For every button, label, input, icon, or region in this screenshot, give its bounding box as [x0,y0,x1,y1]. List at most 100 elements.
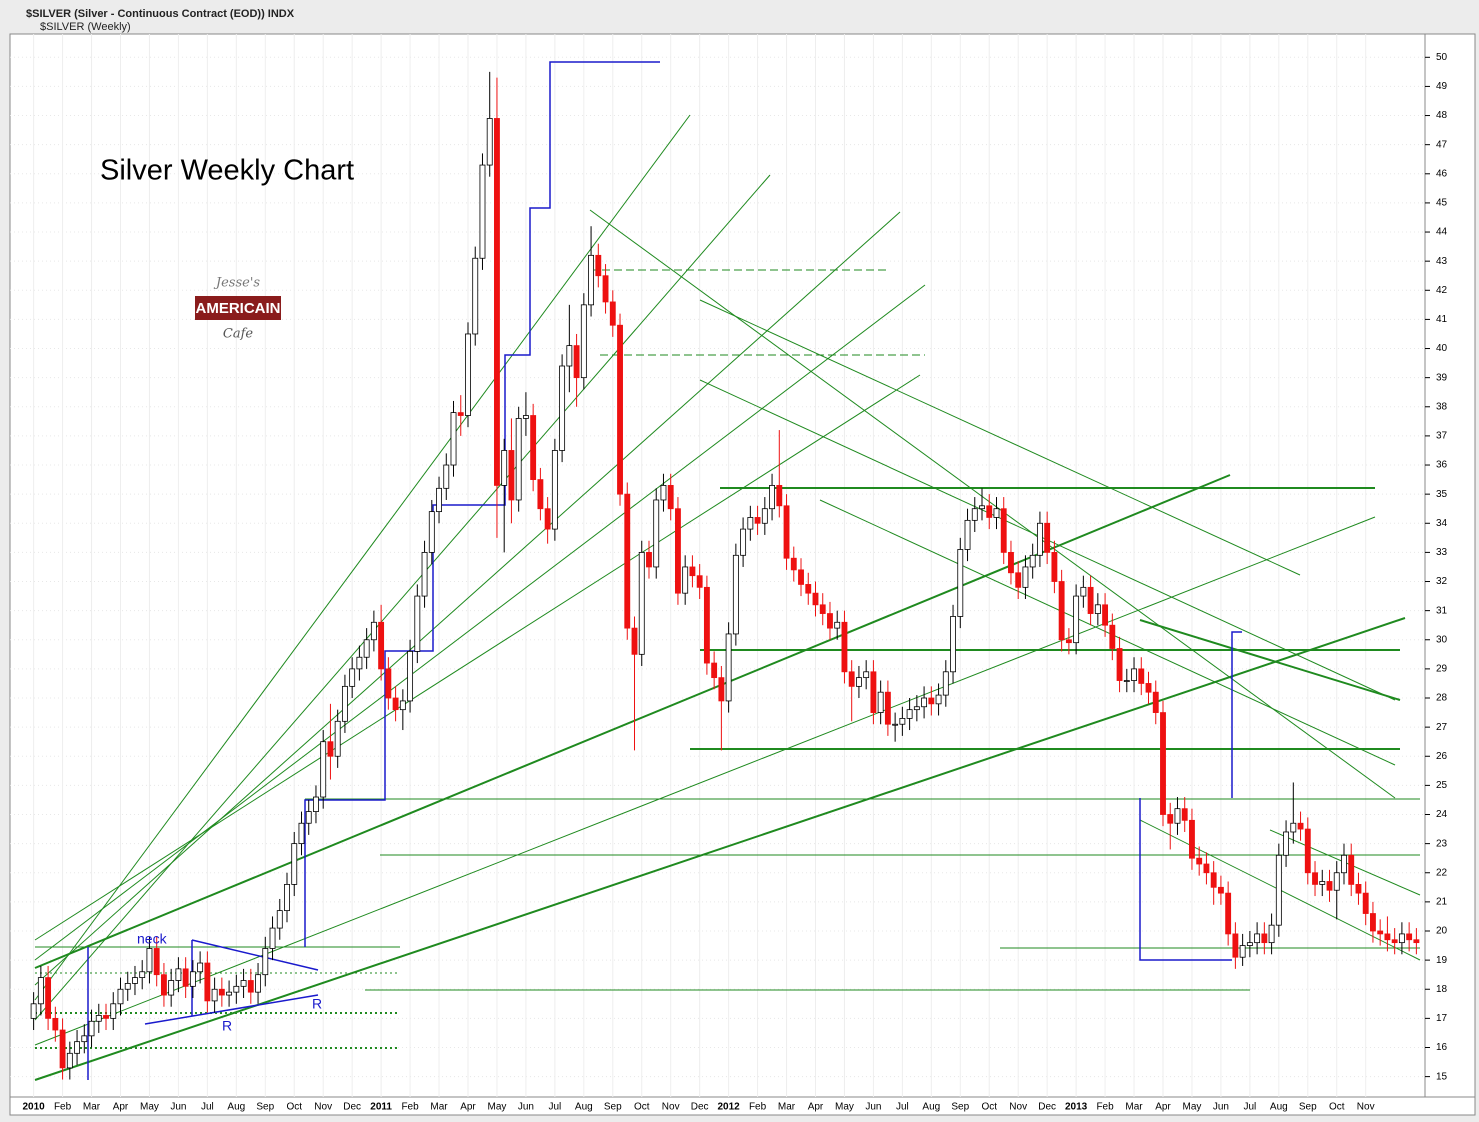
candle-body [479,164,486,259]
y-tick-label: 42 [1436,285,1448,296]
candle-body [37,977,44,1005]
candle-body [465,333,471,416]
candle-body [921,697,928,708]
candle-body [414,595,421,652]
y-tick-label: 33 [1436,547,1448,558]
y-tick-label: 24 [1436,809,1448,820]
candle-body [81,1035,88,1043]
y-tick-label: 20 [1436,926,1448,937]
candle-body [1152,691,1159,713]
candle-body [1362,892,1369,914]
candle-body [1275,854,1282,926]
candle-body [334,720,341,757]
candle-body [1160,712,1166,815]
x-tick-label: May [488,1102,507,1113]
candle-body [964,519,971,550]
candle-body [240,980,247,987]
candle-body [443,464,450,489]
candle-body [950,616,956,673]
candle-body [1116,648,1123,681]
x-tick-label: Jun [170,1102,186,1113]
candle-body [457,412,464,416]
candle-body [1370,913,1376,932]
x-tick-label: Apr [460,1102,476,1113]
y-tick-label: 49 [1436,81,1448,92]
x-tick-label: Oct [634,1102,650,1113]
x-tick-label: Sep [256,1102,274,1113]
candle-body [175,968,182,981]
candle-body [913,706,920,711]
symbol-header: $SILVER (Silver - Continuous Contract (E… [26,8,295,20]
candle-body [349,668,356,687]
candle-body [1109,624,1116,649]
candle-body [703,586,710,664]
x-tick-label: Aug [575,1102,593,1113]
x-tick-label: Oct [1329,1102,1345,1113]
candle-body [827,613,833,629]
candle-body [378,621,385,670]
x-tick-label: Aug [227,1102,245,1113]
candle-body [711,662,718,679]
candle-body [1196,857,1203,865]
candle-body [1094,604,1101,614]
candle-body [1254,933,1261,944]
candle-body [1102,604,1109,626]
candle-body [486,118,493,166]
candle-body [761,508,768,524]
x-tick-label: May [1183,1102,1202,1113]
x-tick-label: Nov [662,1102,680,1113]
candle-body [399,700,406,711]
y-tick-label: 21 [1436,897,1448,908]
r-label: R [312,996,322,1012]
x-tick-label: 2012 [717,1102,740,1113]
x-tick-label: Mar [83,1102,101,1113]
candle-body [1080,586,1087,597]
candle-body [559,365,566,451]
candle-body [776,485,783,507]
candle-body [573,345,580,379]
candle-body [1123,680,1130,682]
x-tick-label: Mar [778,1102,796,1113]
candle-body [436,487,442,513]
y-tick-label: 25 [1436,780,1448,791]
x-tick-label: Jul [1243,1102,1256,1113]
candle-body [45,977,52,1019]
candle-body [1377,930,1384,935]
y-tick-label: 23 [1436,838,1448,849]
candle-body [211,988,218,1002]
candle-body [942,671,949,696]
candle-body [313,796,319,812]
candle-body [609,301,616,326]
candle-body [1341,854,1347,874]
candle-body [551,450,558,530]
candle-body [320,741,327,798]
candle-body [812,592,819,606]
candle-body [1087,586,1094,614]
y-tick-label: 36 [1436,460,1448,471]
x-tick-label: Dec [1038,1102,1056,1113]
candle-body [892,723,899,726]
x-tick-label: Feb [749,1102,767,1113]
candle-body [696,575,703,588]
x-tick-label: 2010 [22,1102,45,1113]
candle-body [1355,884,1362,894]
candle-body [1029,554,1036,568]
x-tick-label: Apr [808,1102,824,1113]
x-tick-label: 2011 [370,1102,392,1113]
x-tick-label: Oct [981,1102,997,1113]
candle-body [1333,872,1340,891]
x-tick-label: Feb [54,1102,72,1113]
candle-body [602,275,609,303]
y-tick-label: 50 [1436,52,1448,63]
candle-body [624,493,631,629]
candle-body [305,811,312,824]
y-tick-label: 45 [1436,198,1448,209]
candle-body [805,584,812,594]
candle-body [95,1015,102,1022]
candle-body [103,1015,109,1019]
candle-body [819,604,826,614]
y-tick-label: 38 [1436,401,1448,412]
candle-body [269,927,276,949]
candle-body [537,479,544,510]
candle-body [1181,808,1188,821]
